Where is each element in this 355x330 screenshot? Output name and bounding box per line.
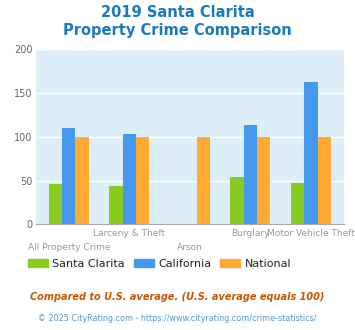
Text: 2019 Santa Clarita: 2019 Santa Clarita (100, 5, 255, 20)
Bar (291, 183, 304, 224)
Bar (76, 137, 89, 224)
Text: Burglary: Burglary (231, 229, 270, 238)
Bar (304, 82, 318, 224)
Text: © 2025 CityRating.com - https://www.cityrating.com/crime-statistics/: © 2025 CityRating.com - https://www.city… (38, 314, 317, 323)
Text: All Property Crime: All Property Crime (28, 243, 110, 251)
Bar (318, 137, 331, 224)
Text: Arson: Arson (177, 243, 203, 251)
Bar (136, 137, 149, 224)
Text: Larceny & Theft: Larceny & Theft (93, 229, 165, 238)
Bar (62, 128, 76, 224)
Bar (109, 186, 123, 224)
Legend: Santa Clarita, California, National: Santa Clarita, California, National (23, 255, 296, 274)
Text: Property Crime Comparison: Property Crime Comparison (63, 23, 292, 38)
Bar (123, 134, 136, 224)
Bar (230, 177, 244, 224)
Bar (257, 137, 271, 224)
Bar (49, 184, 62, 224)
Bar (197, 137, 210, 224)
Bar (244, 125, 257, 224)
Text: Motor Vehicle Theft: Motor Vehicle Theft (267, 229, 355, 238)
Text: Compared to U.S. average. (U.S. average equals 100): Compared to U.S. average. (U.S. average … (30, 292, 325, 302)
